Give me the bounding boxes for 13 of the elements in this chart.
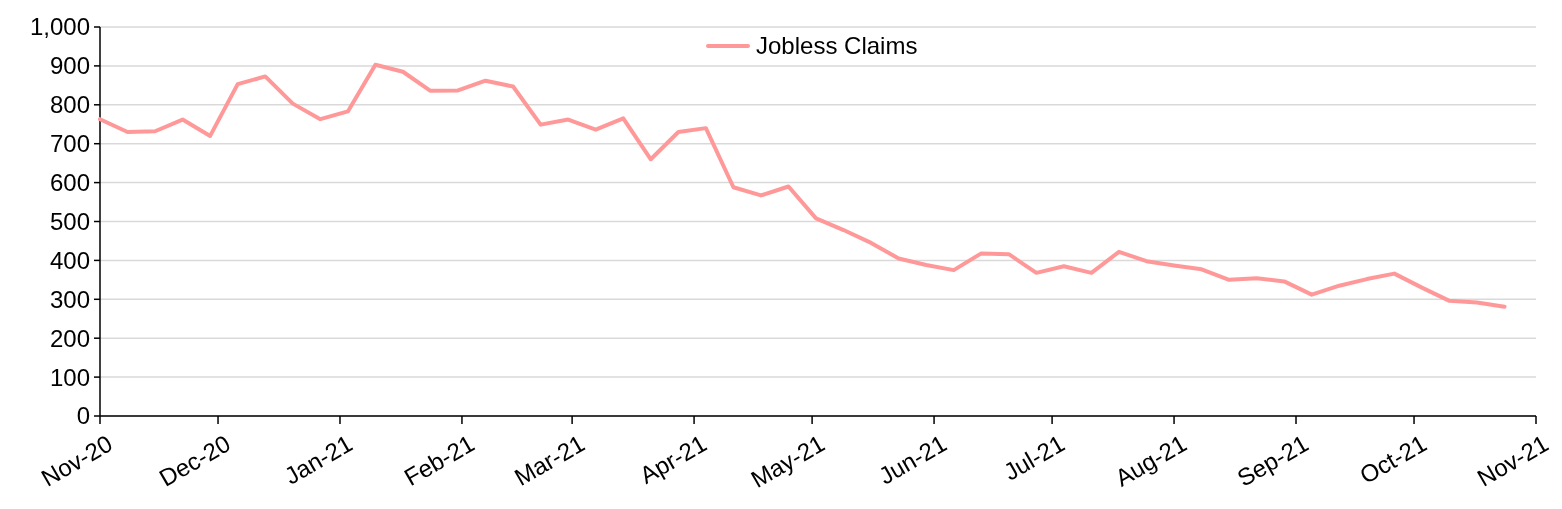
y-tick-label: 700: [49, 130, 90, 158]
y-tick-label: 500: [49, 207, 90, 235]
y-tick-label: 800: [49, 91, 90, 119]
y-tick-label: 600: [49, 169, 90, 196]
legend-label: Jobless Claims: [756, 32, 918, 60]
y-tick-label: 0: [76, 402, 90, 430]
y-tick-label: 300: [49, 285, 90, 313]
line-series: [98, 62, 1507, 309]
y-tick-label: 200: [49, 324, 90, 352]
y-tick-label: 400: [49, 246, 90, 274]
y-tick-label: 100: [49, 363, 90, 391]
y-tick-label: 900: [49, 52, 90, 80]
y-tick-label: 1,000: [29, 13, 90, 41]
